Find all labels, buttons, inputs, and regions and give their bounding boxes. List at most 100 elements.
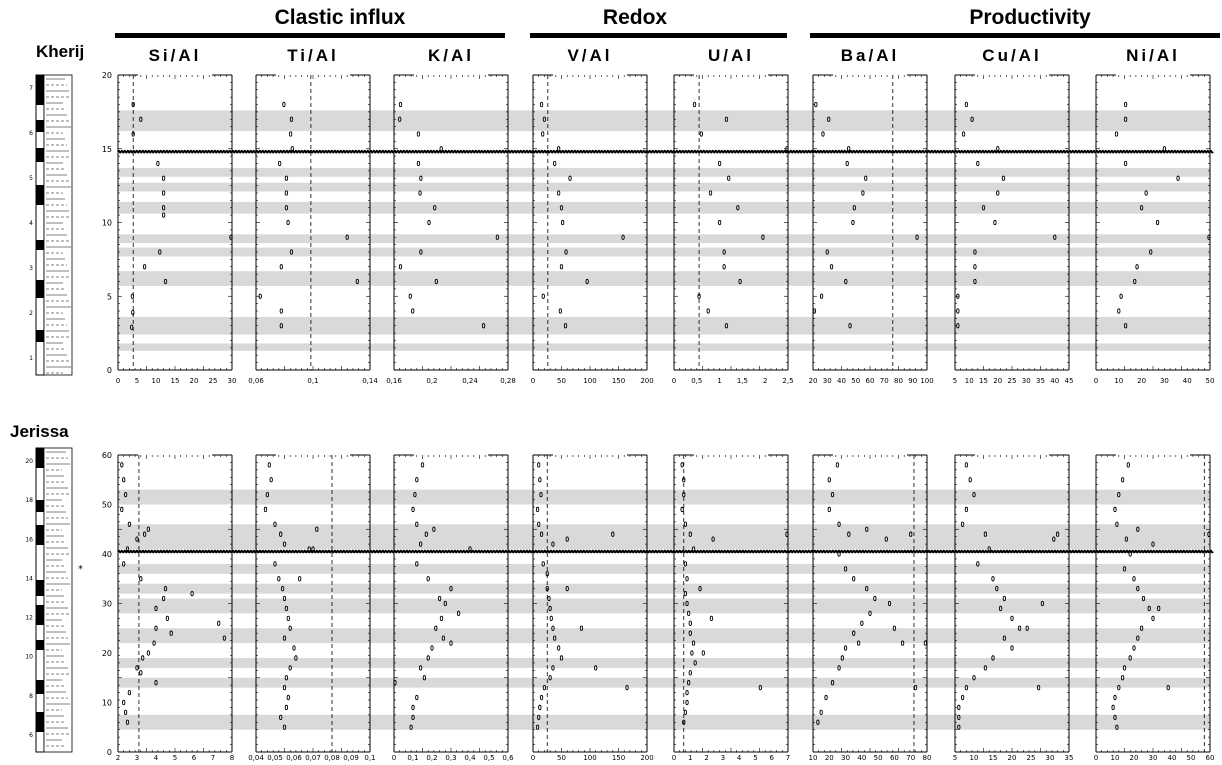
kherij-cu-al-data-point bbox=[1001, 175, 1006, 181]
kherij-u-al-data-point bbox=[692, 101, 697, 108]
jerissa-ti-al-data-point bbox=[294, 655, 298, 661]
kherij-v-al-data-point bbox=[542, 116, 547, 122]
jerissa-k-al-data-point bbox=[415, 521, 419, 527]
group-title-productivity: Productivity bbox=[969, 6, 1091, 29]
kherij-ba-al-data-point bbox=[861, 190, 865, 196]
kherij-u-al-x-tick-label: 1,5 bbox=[737, 377, 748, 385]
jerissa-ni-al-data-point bbox=[1117, 491, 1121, 498]
kherij-v-al-data-point bbox=[621, 234, 625, 240]
jerissa-ba-al-data-point bbox=[856, 640, 861, 646]
jerissa-ba-al-data-point bbox=[830, 491, 835, 498]
jerissa-u-al-data-point bbox=[683, 590, 688, 597]
jerissa-v-al-data-point bbox=[538, 704, 542, 711]
kherij-ti-al-data-point bbox=[345, 234, 349, 240]
kherij-ni-al-data-point bbox=[1176, 175, 1180, 181]
jerissa-v-al-data-point bbox=[625, 685, 629, 691]
kherij-lithology-column-scale-label: 1 bbox=[29, 355, 33, 362]
kherij-ni-al-data-point bbox=[1123, 160, 1128, 167]
kherij-u-al-data-point bbox=[736, 205, 740, 211]
jerissa-k-al-data-point bbox=[443, 600, 447, 607]
kherij-cu-al-data-point bbox=[956, 323, 960, 329]
jerissa-u-al-x-tick-label: 4 bbox=[737, 754, 742, 762]
jerissa-y-tick-label: 10 bbox=[102, 699, 112, 708]
jerissa-ni-al-data-point bbox=[1115, 724, 1119, 730]
kherij-ni-al-data-point bbox=[1133, 278, 1137, 285]
jerissa-cu-al-data-point bbox=[964, 462, 969, 468]
jerissa-ba-al-x-tick-label: 20 bbox=[825, 754, 834, 762]
jerissa-cu-al-data-point bbox=[1010, 615, 1014, 621]
jerissa-ti-al-data-point bbox=[267, 462, 271, 468]
kherij-v-al-data-point bbox=[560, 219, 565, 226]
jerissa-si-al-data-point bbox=[127, 521, 132, 527]
kherij-ti-al-data-point bbox=[279, 264, 283, 270]
jerissa-cu-al-data-point bbox=[964, 506, 969, 513]
kherij-ti-al-x-tick-label: 0,14 bbox=[362, 377, 378, 385]
jerissa-k-al-x-tick-label: 0,6 bbox=[502, 754, 514, 762]
kherij-v-al-data-point bbox=[568, 175, 572, 181]
jerissa-ba-al-data-point bbox=[824, 694, 828, 701]
kherij-k-al-data-point bbox=[398, 264, 403, 270]
jerissa-cu-al-data-point bbox=[1010, 645, 1014, 651]
jerissa-k-al-data-point bbox=[409, 724, 413, 730]
jerissa-ba-al-data-point bbox=[837, 521, 841, 527]
kherij-si-al-x-tick-label: 5 bbox=[135, 377, 139, 385]
jerissa-si-al-data-point bbox=[122, 561, 126, 567]
kherij-si-al-x-tick-label: 30 bbox=[228, 377, 237, 385]
jerissa-u-al-data-point bbox=[701, 650, 705, 656]
kherij-v-al-data-point bbox=[559, 264, 564, 270]
kherij-u-al-x-tick-label: 0 bbox=[672, 377, 676, 385]
jerissa-k-al-data-point bbox=[415, 477, 419, 483]
jerissa-ba-al-data-point bbox=[873, 595, 877, 602]
jerissa-cu-al-data-point bbox=[998, 605, 1003, 612]
jerissa-k-al-data-point bbox=[422, 675, 427, 681]
jerissa-u-al-data-point bbox=[688, 630, 692, 636]
jerissa-v-al-data-point bbox=[611, 531, 615, 537]
kherij-ba-al-data-point bbox=[848, 323, 852, 329]
kherij-k-al-x-tick-label: 0,28 bbox=[500, 377, 516, 385]
kherij-v-al-x-tick-label: 50 bbox=[557, 377, 566, 385]
jerissa-v-al-data-point bbox=[539, 694, 544, 701]
jerissa-v-al-data-point bbox=[551, 625, 555, 631]
kherij-gray-band-8 bbox=[118, 110, 1210, 132]
jerissa-si-al-data-point bbox=[125, 719, 130, 725]
kherij-v-al-x-tick-label: 100 bbox=[583, 377, 596, 385]
jerissa-lithology-column-black-segment bbox=[36, 500, 44, 512]
jerissa-v-al-data-point bbox=[551, 541, 555, 547]
jerissa-cu-al-x-tick-label: 35 bbox=[1065, 754, 1074, 762]
kherij-ba-al-x-tick-label: 60 bbox=[866, 377, 875, 385]
kherij-si-al-data-point bbox=[161, 175, 166, 181]
kherij-ni-al-data-point bbox=[1114, 131, 1119, 137]
jerissa-lithology-column-black-segment bbox=[36, 525, 44, 545]
jerissa-si-al-data-point bbox=[154, 680, 158, 686]
kherij-lithology-column-scale-label: 2 bbox=[29, 310, 33, 317]
jerissa-ti-al-x-tick-label: 0,05 bbox=[267, 754, 283, 762]
jerissa-cu-al-data-point bbox=[960, 694, 965, 701]
ratio-title-ni-al: Ni/Al bbox=[1126, 46, 1180, 65]
jerissa-u-al-x-tick-label: 1 bbox=[688, 754, 692, 762]
jerissa-u-al-x-tick-label: 3 bbox=[721, 754, 725, 762]
jerissa-v-al-data-point bbox=[537, 714, 541, 720]
jerissa-si-al-data-point bbox=[190, 590, 194, 597]
jerissa-v-al-data-point bbox=[539, 491, 543, 498]
jerissa-v-al-data-point bbox=[545, 571, 549, 577]
jerissa-si-al-data-point bbox=[165, 615, 170, 621]
kherij-ni-al-data-point bbox=[1155, 219, 1160, 226]
jerissa-si-al-x-tick-label: 6 bbox=[192, 754, 197, 762]
kherij-u-al-x-tick-label: 2 bbox=[763, 377, 767, 385]
jerissa-cu-al-x-tick-label: 25 bbox=[1027, 754, 1036, 762]
kherij-ni-al-x-tick-label: 0 bbox=[1094, 377, 1098, 385]
jerissa-horizon-wavy-line bbox=[117, 549, 1214, 554]
jerissa-v-al-x-tick-label: 100 bbox=[583, 754, 596, 762]
jerissa-si-al-data-point bbox=[142, 531, 147, 537]
kherij-ba-al-data-point bbox=[829, 264, 834, 270]
jerissa-k-al-data-point bbox=[441, 635, 446, 641]
jerissa-gray-band-4 bbox=[118, 598, 1210, 614]
jerissa-cu-al-data-point bbox=[960, 521, 965, 527]
jerissa-ti-al-data-point bbox=[282, 541, 287, 547]
jerissa-u-al-data-point bbox=[688, 620, 692, 626]
jerissa-ba-al-data-point bbox=[852, 576, 856, 582]
kherij-u-al-data-point bbox=[717, 219, 722, 226]
jerissa-ba-al-data-point bbox=[847, 531, 851, 537]
kherij-ti-al-data-point bbox=[279, 308, 283, 314]
jerissa-ba-al-data-point bbox=[909, 531, 913, 537]
